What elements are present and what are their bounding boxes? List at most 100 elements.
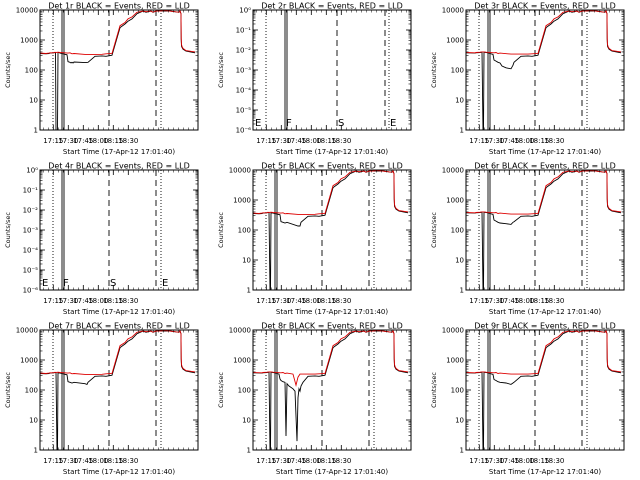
x-axis-label: Start Time (17-Apr-12 17:01:40) bbox=[63, 468, 175, 476]
x-tick-label: 17:30 bbox=[484, 137, 504, 145]
x-tick-label: 17:15 bbox=[256, 457, 276, 465]
x-tick-label: 18:30 bbox=[331, 297, 351, 305]
y-axis-label: Counts/sec bbox=[4, 212, 12, 248]
x-tick-label: 17:15 bbox=[43, 297, 63, 305]
x-tick-label: 18:30 bbox=[544, 457, 564, 465]
y-tick-label: 100 bbox=[451, 387, 464, 395]
x-tick-label: 18:15 bbox=[316, 137, 336, 145]
marker-letter: F bbox=[286, 118, 292, 129]
x-tick-label: 17:30 bbox=[58, 457, 78, 465]
x-tick-label: 17:30 bbox=[484, 457, 504, 465]
y-axis-label: Counts/sec bbox=[4, 372, 12, 408]
x-tick-label: 17:45 bbox=[286, 137, 306, 145]
x-tick-label: 18:00 bbox=[514, 137, 534, 145]
panel-det-4r: Det 4r BLACK = Events, RED = LLD Counts/s… bbox=[4, 162, 199, 316]
marker-letter: E bbox=[42, 278, 48, 289]
x-tick-label: 17:45 bbox=[286, 457, 306, 465]
x-tick-label: 18:30 bbox=[544, 297, 564, 305]
panel-title: Det 3r BLACK = Events, RED = LLD bbox=[474, 2, 616, 11]
panel-det-7r: Det 7r BLACK = Events, RED = LLD Counts/s… bbox=[4, 322, 199, 476]
x-tick-label: 18:00 bbox=[88, 137, 108, 145]
panel-det-2r: Det 2r BLACK = Events, RED = LLD Counts/s… bbox=[217, 2, 412, 156]
x-tick-label: 17:15 bbox=[43, 137, 63, 145]
series-lld bbox=[39, 9, 196, 55]
y-axis-label: Counts/sec bbox=[217, 52, 225, 88]
y-tick-label: 1 bbox=[460, 447, 464, 455]
x-tick-label: 17:45 bbox=[73, 457, 93, 465]
panel-title: Det 1r BLACK = Events, RED = LLD bbox=[48, 2, 190, 11]
x-axis-label: Start Time (17-Apr-12 17:01:40) bbox=[276, 308, 388, 316]
x-tick-label: 18:15 bbox=[316, 297, 336, 305]
y-tick-label: 1000 bbox=[446, 197, 464, 205]
panel-det-9r: Det 9r BLACK = Events, RED = LLD Counts/s… bbox=[430, 322, 625, 476]
y-tick-label: 1000 bbox=[446, 357, 464, 365]
y-tick-label: 100 bbox=[25, 387, 38, 395]
y-tick-label: 10000 bbox=[16, 7, 38, 15]
x-tick-label: 18:15 bbox=[529, 137, 549, 145]
panel-det-6r: Det 6r BLACK = Events, RED = LLD Counts/s… bbox=[430, 162, 625, 316]
y-tick-label: 1000 bbox=[233, 197, 251, 205]
y-tick-label: 1000 bbox=[233, 357, 251, 365]
x-tick-label: 18:00 bbox=[301, 457, 321, 465]
y-tick-label: 10000 bbox=[442, 327, 464, 335]
x-tick-label: 17:15 bbox=[256, 137, 276, 145]
y-tick-label: 10⁻³ bbox=[236, 67, 252, 75]
x-tick-label: 18:30 bbox=[118, 297, 138, 305]
y-tick-label: 1 bbox=[460, 287, 464, 295]
x-tick-label: 18:00 bbox=[88, 297, 108, 305]
x-tick-label: 17:15 bbox=[256, 297, 276, 305]
x-tick-label: 18:15 bbox=[103, 137, 123, 145]
y-tick-label: 10 bbox=[455, 97, 464, 105]
panel-det-8r: Det 8r BLACK = Events, RED = LLD Counts/s… bbox=[217, 322, 412, 476]
y-tick-label: 10⁻² bbox=[23, 207, 39, 215]
panel-title: Det 6r BLACK = Events, RED = LLD bbox=[474, 162, 616, 171]
series-lld bbox=[39, 329, 196, 375]
y-tick-label: 10⁻⁶ bbox=[236, 127, 252, 135]
y-tick-label: 10 bbox=[242, 257, 251, 265]
x-tick-label: 18:30 bbox=[118, 457, 138, 465]
y-tick-label: 10000 bbox=[442, 167, 464, 175]
x-tick-label: 17:15 bbox=[469, 297, 489, 305]
x-tick-label: 17:30 bbox=[58, 137, 78, 145]
marker-letter: E bbox=[390, 118, 396, 129]
y-tick-label: 10000 bbox=[16, 327, 38, 335]
y-tick-label: 10 bbox=[29, 417, 38, 425]
y-tick-label: 10⁻¹ bbox=[23, 187, 39, 195]
marker-letter: F bbox=[63, 278, 69, 289]
x-tick-label: 17:30 bbox=[484, 297, 504, 305]
x-tick-label: 17:30 bbox=[271, 457, 291, 465]
x-tick-label: 17:15 bbox=[469, 457, 489, 465]
panel-title: Det 5r BLACK = Events, RED = LLD bbox=[261, 162, 403, 171]
x-tick-label: 18:15 bbox=[529, 297, 549, 305]
series-lld bbox=[465, 9, 622, 55]
panel-det-3r: Det 3r BLACK = Events, RED = LLD Counts/s… bbox=[430, 2, 625, 156]
panel-title: Det 4r BLACK = Events, RED = LLD bbox=[48, 162, 190, 171]
x-tick-label: 17:45 bbox=[499, 137, 519, 145]
y-tick-label: 10 bbox=[455, 417, 464, 425]
x-tick-label: 18:15 bbox=[103, 457, 123, 465]
marker-letter: E bbox=[162, 278, 168, 289]
x-axis-label: Start Time (17-Apr-12 17:01:40) bbox=[63, 148, 175, 156]
x-tick-label: 17:45 bbox=[73, 137, 93, 145]
x-axis-label: Start Time (17-Apr-12 17:01:40) bbox=[489, 148, 601, 156]
y-tick-label: 10⁰ bbox=[239, 7, 251, 15]
y-tick-label: 100 bbox=[238, 387, 251, 395]
y-axis-label: Counts/sec bbox=[430, 52, 438, 88]
x-tick-label: 17:30 bbox=[271, 137, 291, 145]
y-tick-label: 100 bbox=[238, 227, 251, 235]
y-tick-label: 10 bbox=[242, 417, 251, 425]
x-tick-label: 17:30 bbox=[58, 297, 78, 305]
y-tick-label: 100 bbox=[451, 227, 464, 235]
panel-title: Det 9r BLACK = Events, RED = LLD bbox=[474, 322, 616, 331]
x-tick-label: 18:15 bbox=[103, 297, 123, 305]
y-tick-label: 10 bbox=[29, 97, 38, 105]
y-tick-label: 10⁻⁴ bbox=[236, 87, 252, 95]
x-tick-label: 18:30 bbox=[331, 457, 351, 465]
x-tick-label: 17:45 bbox=[286, 297, 306, 305]
x-tick-label: 17:30 bbox=[271, 297, 291, 305]
y-tick-label: 100 bbox=[451, 67, 464, 75]
y-axis-label: Counts/sec bbox=[430, 212, 438, 248]
y-tick-label: 10 bbox=[455, 257, 464, 265]
marker-letter: E bbox=[255, 118, 261, 129]
x-tick-label: 17:45 bbox=[499, 457, 519, 465]
